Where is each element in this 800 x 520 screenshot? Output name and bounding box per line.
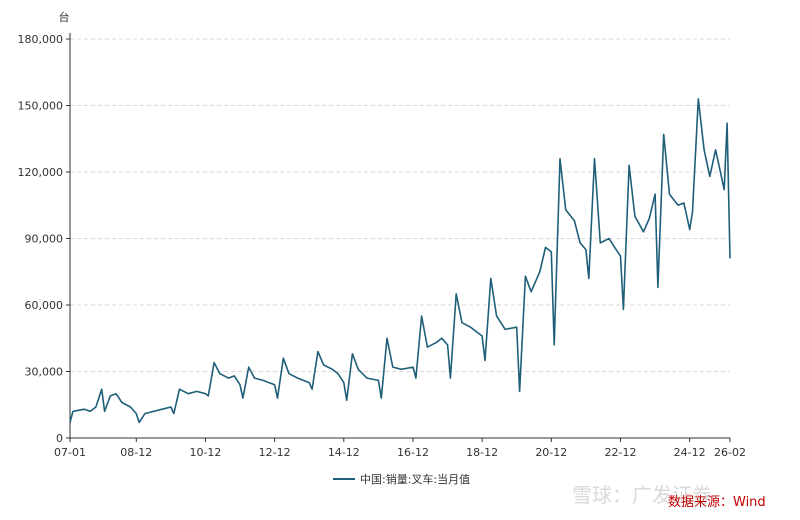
x-tick-label: 20-12 <box>535 446 567 459</box>
y-tick-label: 30,000 <box>25 366 64 379</box>
x-tick-label: 07-01 <box>54 446 86 459</box>
x-tick-label: 08-12 <box>120 446 152 459</box>
x-tick-label: 22-12 <box>604 446 636 459</box>
source-note: 数据来源：Wind <box>668 495 766 510</box>
y-tick-label: 0 <box>56 432 63 445</box>
y-tick-label: 120,000 <box>18 166 64 179</box>
watermark: 雪球：广发证券 <box>572 483 712 507</box>
y-axis-unit: 台 <box>59 10 70 24</box>
x-tick-label: 26-02 <box>714 446 746 459</box>
y-tick-labels: 0 30,000 60,000 90,000 120,000 150,000 180,000 <box>18 33 64 445</box>
x-tick-labels: 07-01 08-12 10-12 12-12 14-12 16-12 18-12 20-12… <box>54 446 746 459</box>
legend-label: 中国:销量:叉车:当月值 <box>360 472 470 486</box>
legend: 中国:销量:叉车:当月值 <box>333 472 470 486</box>
x-tick-label: 14-12 <box>328 446 360 459</box>
x-tick-label: 24-12 <box>674 446 706 459</box>
y-tick-label: 180,000 <box>18 33 64 46</box>
y-tick-label: 60,000 <box>25 299 64 312</box>
series-line <box>69 98 731 424</box>
y-tick-label: 90,000 <box>25 233 64 246</box>
x-tick-label: 16-12 <box>397 446 429 459</box>
axes <box>69 33 731 442</box>
x-tick-label: 18-12 <box>466 446 498 459</box>
grid-lines <box>66 38 730 439</box>
y-tick-label: 150,000 <box>18 100 64 113</box>
x-tick-label: 10-12 <box>189 446 221 459</box>
series-group <box>69 98 731 424</box>
x-tick-label: 12-12 <box>259 446 291 459</box>
